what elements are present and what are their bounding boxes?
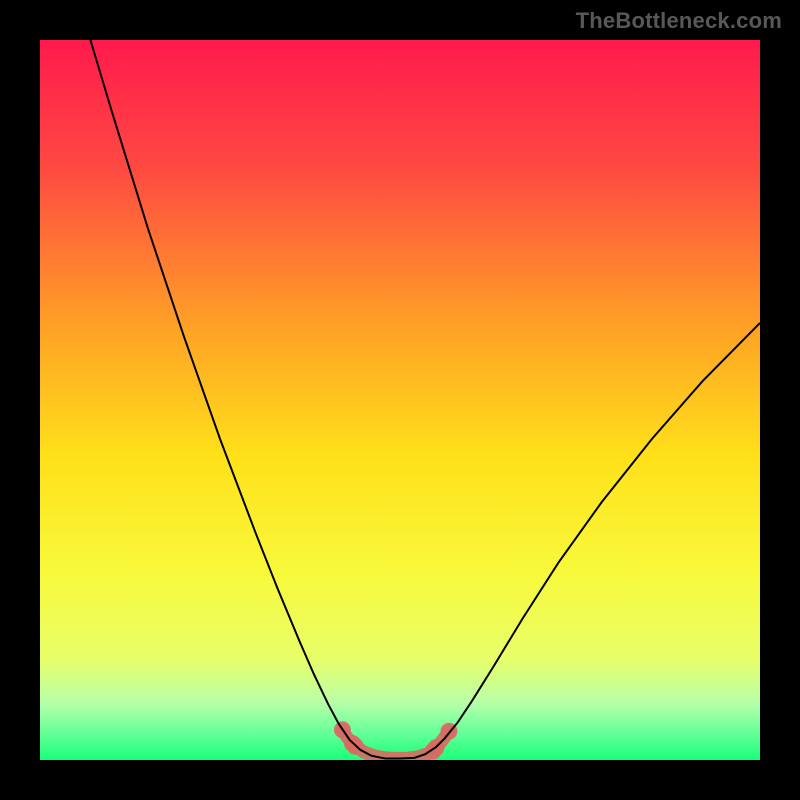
plot-area <box>40 40 760 760</box>
plot-svg <box>40 40 760 760</box>
watermark-text: TheBottleneck.com <box>576 8 782 34</box>
plot-background <box>40 40 760 760</box>
chart-canvas: TheBottleneck.com <box>0 0 800 800</box>
